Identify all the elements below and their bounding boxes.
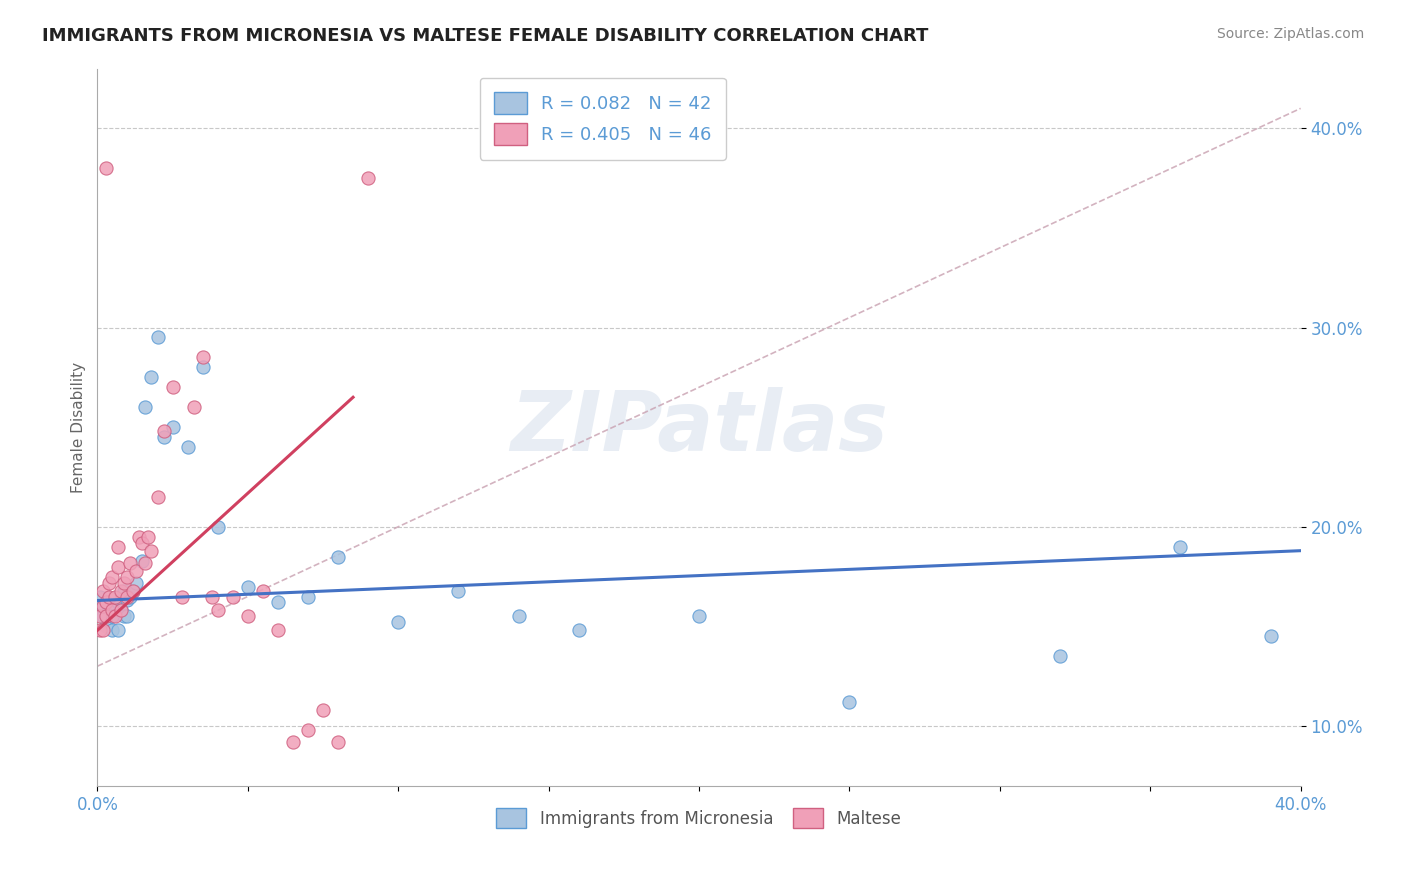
Point (138, 530, 160, 544)
Point (112, 583, 135, 598)
Point (104, 609, 127, 624)
Point (93, 624, 115, 638)
Point (152, 430, 174, 444)
Point (162, 380, 184, 394)
Point (447, 583, 470, 598)
Point (134, 401, 156, 415)
Point (98, 599, 121, 614)
Point (101, 609, 124, 624)
Point (107, 559, 129, 574)
Point (387, 615, 409, 630)
Point (508, 609, 530, 624)
Point (117, 590, 139, 604)
Point (176, 440, 198, 454)
Point (236, 609, 259, 624)
Point (297, 590, 319, 604)
Point (112, 575, 135, 590)
Point (688, 609, 710, 624)
Point (117, 569, 139, 583)
Text: ZIPatlas: ZIPatlas (510, 386, 889, 467)
Point (110, 583, 132, 598)
Point (152, 424, 174, 438)
Point (96, 595, 118, 609)
Point (191, 360, 214, 375)
Point (93, 583, 115, 598)
Point (1168, 540, 1191, 554)
Point (146, 490, 169, 504)
Point (93, 599, 115, 614)
Point (107, 624, 129, 638)
Point (98, 575, 121, 590)
Point (120, 556, 142, 570)
Point (117, 593, 139, 607)
Point (267, 624, 290, 638)
Point (125, 575, 148, 590)
Point (125, 564, 148, 578)
Point (326, 549, 349, 564)
Point (96, 609, 118, 624)
Point (128, 530, 150, 544)
Text: Source: ZipAtlas.com: Source: ZipAtlas.com (1216, 27, 1364, 41)
Point (101, 603, 124, 617)
Point (104, 590, 127, 604)
Point (89, 609, 111, 624)
Point (146, 330, 169, 344)
Point (93, 599, 115, 614)
Point (191, 351, 214, 365)
Point (122, 583, 145, 598)
Point (312, 703, 335, 717)
Point (170, 590, 193, 604)
Point (101, 609, 124, 624)
Point (117, 609, 139, 624)
Point (568, 624, 591, 638)
Point (96, 161, 118, 175)
Point (131, 554, 153, 568)
Point (122, 583, 145, 598)
Point (101, 624, 124, 638)
Legend: Immigrants from Micronesia, Maltese: Immigrants from Micronesia, Maltese (489, 801, 908, 835)
Point (201, 590, 224, 604)
Point (89, 590, 111, 604)
Point (89, 624, 111, 638)
Point (236, 580, 259, 594)
Point (134, 556, 156, 570)
Y-axis label: Female Disability: Female Disability (72, 361, 86, 492)
Point (222, 590, 245, 604)
Point (110, 603, 132, 617)
Point (141, 543, 163, 558)
Text: IMMIGRANTS FROM MICRONESIA VS MALTESE FEMALE DISABILITY CORRELATION CHART: IMMIGRANTS FROM MICRONESIA VS MALTESE FE… (42, 27, 928, 45)
Point (297, 723, 319, 737)
Point (120, 590, 142, 604)
Point (110, 603, 132, 617)
Point (267, 595, 290, 609)
Point (207, 603, 229, 617)
Point (326, 735, 349, 749)
Point (107, 595, 129, 609)
Point (141, 370, 163, 384)
Point (281, 735, 304, 749)
Point (207, 520, 229, 534)
Point (96, 609, 118, 624)
Point (104, 603, 127, 617)
Point (131, 535, 153, 549)
Point (112, 609, 135, 624)
Point (162, 420, 184, 434)
Point (101, 569, 124, 583)
Point (252, 583, 274, 598)
Point (93, 609, 115, 624)
Point (357, 171, 380, 186)
Point (183, 401, 205, 415)
Point (96, 619, 118, 633)
Point (1049, 649, 1071, 664)
Point (107, 540, 129, 554)
Point (98, 590, 121, 604)
Point (838, 695, 860, 709)
Point (1260, 629, 1282, 643)
